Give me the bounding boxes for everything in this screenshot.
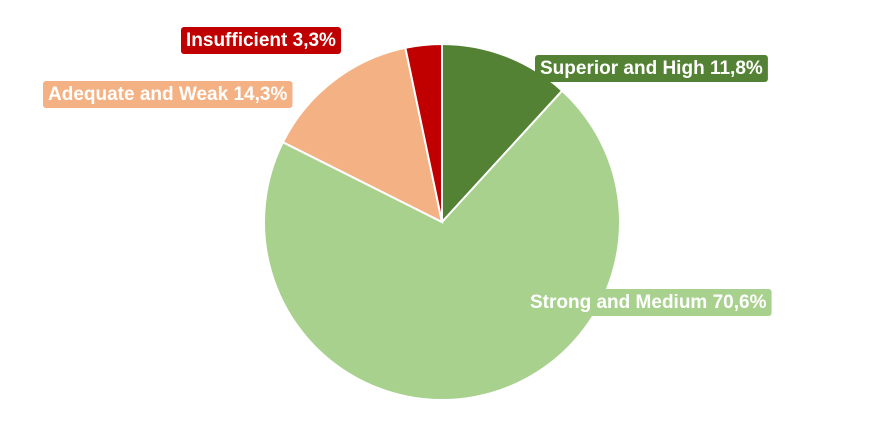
label-text: Insufficient 3,3% <box>186 30 336 51</box>
pie-slice <box>441 42 564 225</box>
category-name: Adequate and Weak <box>48 84 229 105</box>
data-label: Insufficient 3,3% <box>181 27 342 55</box>
value-label: 70,6% <box>713 292 767 313</box>
label-text: Adequate and Weak 14,3% <box>48 84 287 105</box>
label-text: Superior and High 11,8% <box>540 58 763 79</box>
label-box <box>525 289 772 317</box>
pie-slice <box>404 42 443 223</box>
label-box <box>43 81 293 109</box>
category-name: Insufficient <box>186 30 288 51</box>
label-text: Strong and Medium 70,6% <box>530 292 767 313</box>
pie-slice <box>281 46 444 224</box>
value-label: 11,8% <box>710 58 763 79</box>
value-label: 14,3% <box>233 84 287 105</box>
label-box <box>181 27 342 55</box>
data-label: Adequate and Weak 14,3% <box>43 81 293 109</box>
data-label: Superior and High 11,8% <box>535 55 768 83</box>
label-box <box>535 55 768 83</box>
category-name: Superior and High <box>540 58 705 79</box>
category-name: Strong and Medium <box>530 292 707 313</box>
data-label: Strong and Medium 70,6% <box>525 289 772 317</box>
value-label: 3,3% <box>293 30 336 51</box>
pie-slice <box>263 89 621 401</box>
